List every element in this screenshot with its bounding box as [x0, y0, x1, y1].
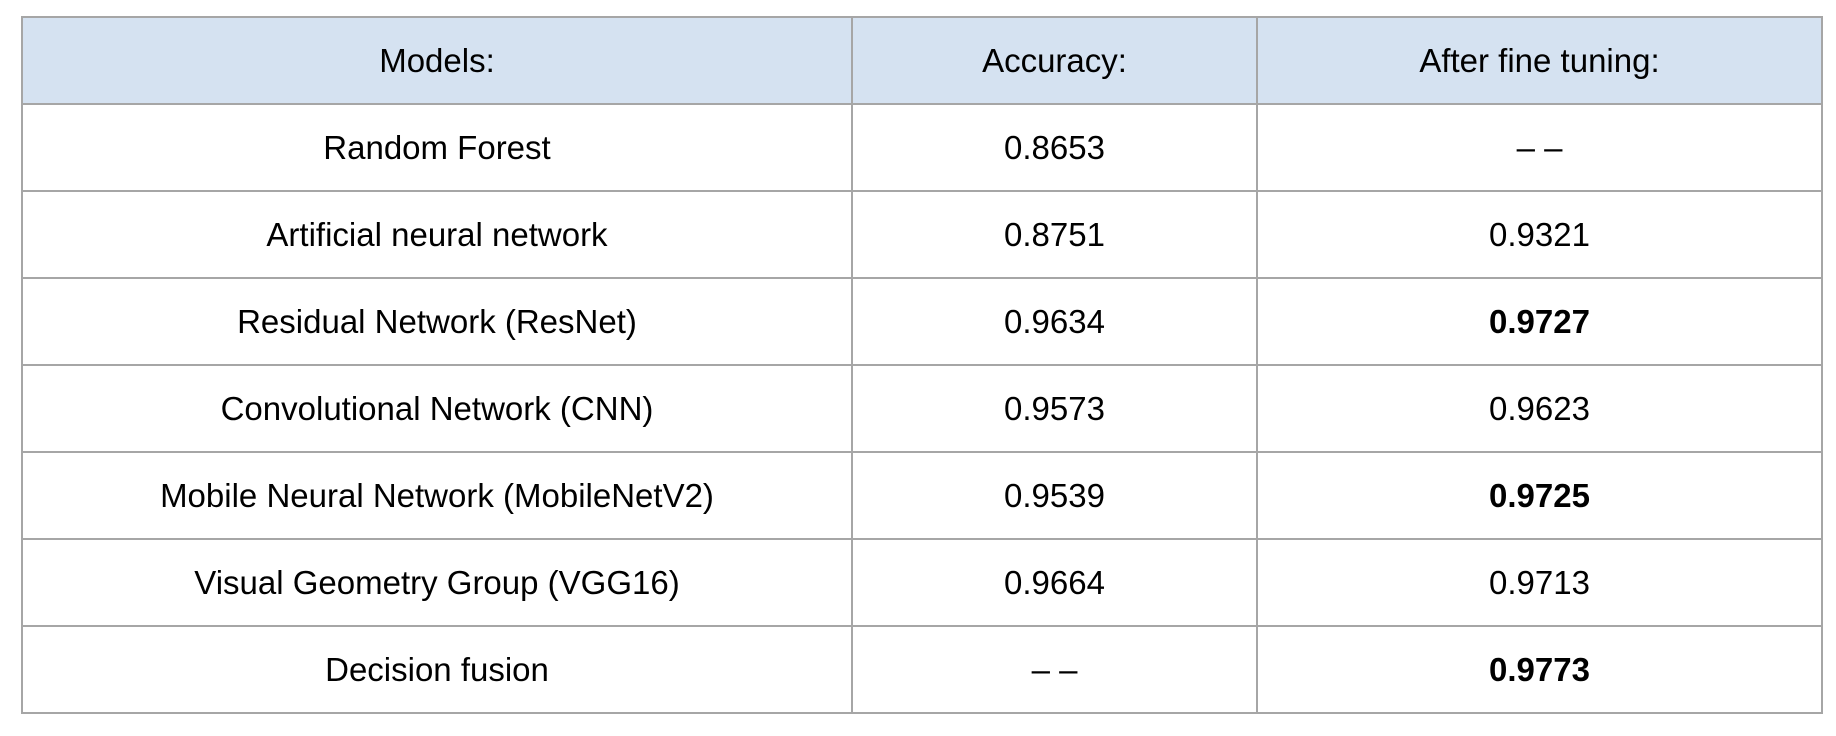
table-row: Residual Network (ResNet) 0.9634 0.9727 [21, 277, 1823, 366]
table-row: Convolutional Network (CNN) 0.9573 0.962… [21, 364, 1823, 453]
model-name: Random Forest [21, 103, 853, 192]
accuracy-value: 0.8653 [851, 103, 1258, 192]
fine-tuned-value: 0.9727 [1256, 277, 1823, 366]
model-name: Convolutional Network (CNN) [21, 364, 853, 453]
fine-tuned-value: 0.9321 [1256, 190, 1823, 279]
table-row: Decision fusion – – 0.9773 [21, 625, 1823, 714]
accuracy-value: 0.9664 [851, 538, 1258, 627]
table-row: Artificial neural network 0.8751 0.9321 [21, 190, 1823, 279]
fine-tuned-value: 0.9725 [1256, 451, 1823, 540]
model-name: Residual Network (ResNet) [21, 277, 853, 366]
fine-tuned-value: 0.9623 [1256, 364, 1823, 453]
accuracy-value: – – [851, 625, 1258, 714]
results-table: Models: Accuracy: After fine tuning: Ran… [21, 16, 1823, 714]
table-header: Models: Accuracy: After fine tuning: [21, 16, 1823, 105]
model-name: Mobile Neural Network (MobileNetV2) [21, 451, 853, 540]
header-after-fine-tuning: After fine tuning: [1256, 16, 1823, 105]
table-row: Random Forest 0.8653 – – [21, 103, 1823, 192]
fine-tuned-value: – – [1256, 103, 1823, 192]
table-row: Visual Geometry Group (VGG16) 0.9664 0.9… [21, 538, 1823, 627]
header-accuracy: Accuracy: [851, 16, 1258, 105]
model-name: Decision fusion [21, 625, 853, 714]
header-row: Models: Accuracy: After fine tuning: [21, 16, 1823, 105]
model-name: Artificial neural network [21, 190, 853, 279]
accuracy-value: 0.9634 [851, 277, 1258, 366]
fine-tuned-value: 0.9773 [1256, 625, 1823, 714]
table-body: Random Forest 0.8653 – – Artificial neur… [21, 103, 1823, 714]
fine-tuned-value: 0.9713 [1256, 538, 1823, 627]
table-row: Mobile Neural Network (MobileNetV2) 0.95… [21, 451, 1823, 540]
accuracy-value: 0.9573 [851, 364, 1258, 453]
accuracy-value: 0.8751 [851, 190, 1258, 279]
header-models: Models: [21, 16, 853, 105]
accuracy-value: 0.9539 [851, 451, 1258, 540]
model-name: Visual Geometry Group (VGG16) [21, 538, 853, 627]
